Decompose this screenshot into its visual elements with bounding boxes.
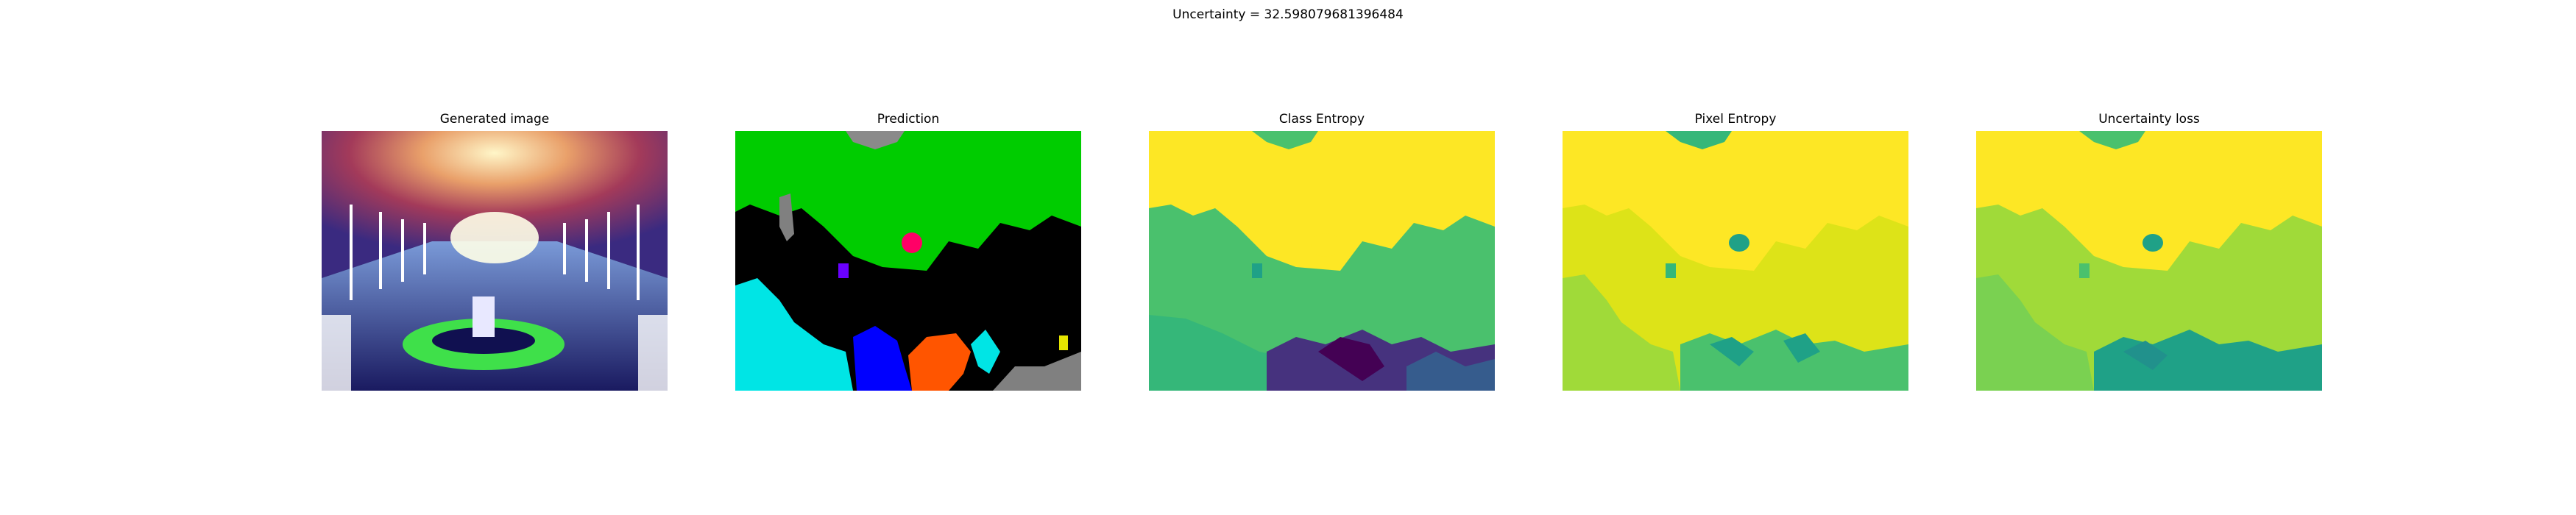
uncertainty-loss-panel [1976, 131, 2322, 391]
class-entropy-map [1149, 131, 1495, 391]
prediction-panel [735, 131, 1081, 391]
panel-title-uncertainty-loss: Uncertainty loss [2098, 112, 2200, 127]
generated-image-panel [322, 131, 668, 391]
panel-title-class-entropy: Class Entropy [1278, 112, 1365, 127]
pixel-entropy-panel [1563, 131, 1908, 391]
panel-title-generated-image: Generated image [439, 112, 550, 127]
figure-suptitle: Uncertainty = 32.598079681396484 [1172, 7, 1404, 22]
pixel-entropy-map [1563, 131, 1908, 391]
class-entropy-panel [1149, 131, 1495, 391]
generated-image [322, 131, 668, 391]
panel-title-prediction: Prediction [877, 112, 940, 127]
prediction-map [735, 131, 1081, 391]
panel-title-pixel-entropy: Pixel Entropy [1694, 112, 1777, 127]
uncertainty-loss-map [1976, 131, 2322, 391]
